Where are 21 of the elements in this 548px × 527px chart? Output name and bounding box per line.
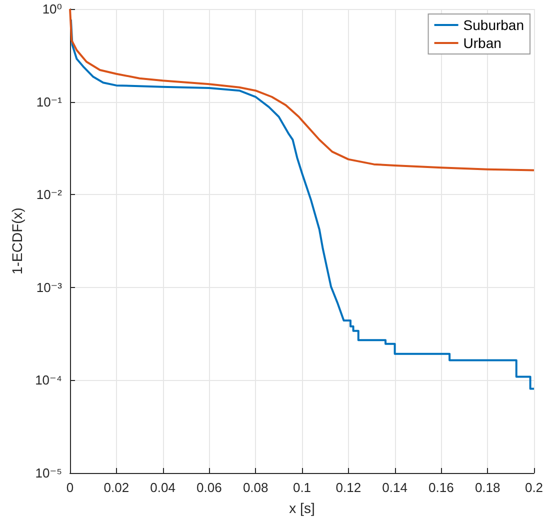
x-tick-label: 0.18 (474, 480, 500, 495)
x-tick-label: 0.2 (524, 480, 544, 495)
x-tick-label: 0.02 (104, 480, 130, 495)
legend-label: Urban (463, 35, 502, 51)
x-tick-label: 0.14 (382, 480, 408, 495)
y-axis-title: 1-ECDF(x) (9, 208, 26, 274)
x-tick-label: 0.06 (196, 480, 222, 495)
x-tick-label: 0.08 (242, 480, 268, 495)
y-tick-label: 10⁻⁵ (35, 466, 62, 480)
x-axis-title: x [s] (289, 500, 315, 516)
x-tick-label: 0 (66, 480, 74, 495)
y-tick-label: 10⁰ (42, 2, 62, 16)
x-tick-label: 0.1 (292, 480, 312, 495)
x-tick-label: 0.12 (336, 480, 362, 495)
x-tick-label: 0.04 (150, 480, 176, 495)
y-tick-label: 10⁻⁴ (35, 372, 62, 388)
y-tick-label: 10⁻² (36, 187, 63, 202)
legend-label: Suburban (463, 17, 524, 33)
x-tick-label: 0.16 (428, 480, 454, 495)
y-tick-label: 10⁻¹ (36, 94, 63, 110)
y-tick-label: 10⁻³ (36, 280, 63, 295)
